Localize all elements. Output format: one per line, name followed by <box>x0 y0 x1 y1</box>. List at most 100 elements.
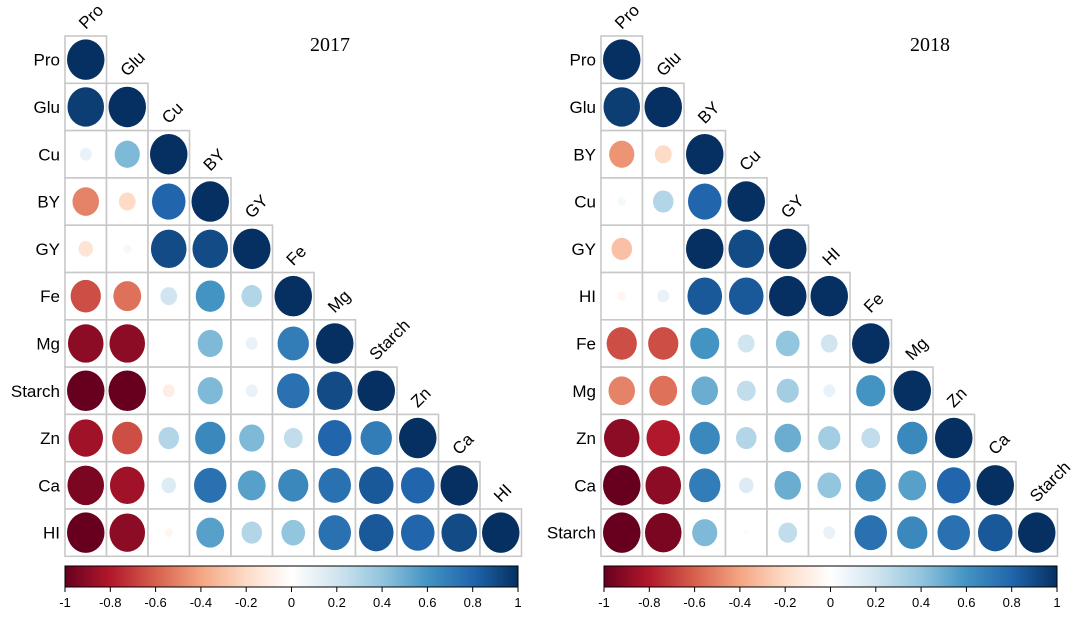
correlation-circle <box>649 375 678 406</box>
colorbar-tick-label: -0.4 <box>729 595 751 610</box>
correlation-circle <box>112 421 143 455</box>
colorbar <box>64 565 519 588</box>
column-label: Starch <box>366 316 414 364</box>
correlation-circle <box>72 187 100 216</box>
correlation-circle <box>686 134 724 175</box>
correlation-circle <box>109 513 146 552</box>
matrix-cell <box>105 177 149 226</box>
correlation-panel-2018: 2018 Pro Glu BY Cu GY HI Fe Mg Zn Ca Starch Pro Glu B… <box>547 1 1074 610</box>
correlation-circle <box>611 237 633 260</box>
correlation-circle <box>977 513 1013 552</box>
correlation-circle <box>691 376 719 406</box>
correlation-circle <box>743 529 749 536</box>
correlation-circle <box>237 470 266 501</box>
correlation-circle <box>774 471 802 500</box>
correlation-circle <box>283 427 303 449</box>
correlation-circle <box>316 323 354 364</box>
colorbar-tick-label: -1 <box>598 595 610 610</box>
correlation-circle <box>654 145 672 164</box>
column-label: HI <box>490 480 515 505</box>
correlation-circle <box>441 513 478 552</box>
correlation-circle <box>735 426 757 450</box>
correlation-circle <box>737 334 755 353</box>
column-label: Glu <box>117 48 149 80</box>
correlation-circle <box>689 421 720 455</box>
correlation-circle <box>162 384 175 398</box>
correlation-circle <box>164 528 173 538</box>
column-label: Mg <box>902 334 932 364</box>
correlation-circle <box>274 275 312 317</box>
colorbar <box>603 565 1058 588</box>
colorbar-tick-label: 0.6 <box>957 595 975 610</box>
row-label: Starch <box>11 382 60 401</box>
correlation-circle <box>67 87 105 127</box>
correlation-circle <box>861 427 881 449</box>
correlation-circle <box>357 370 395 411</box>
correlation-circle <box>817 472 842 499</box>
colorbar-tick-label: -0.8 <box>638 595 660 610</box>
row-label: Cu <box>38 145 60 164</box>
correlation-circle <box>606 327 637 360</box>
row-label: GY <box>571 240 596 259</box>
correlation-circle <box>109 466 145 505</box>
row-label: Fe <box>576 334 596 353</box>
correlation-circle <box>318 467 351 503</box>
correlation-circle <box>113 281 142 312</box>
colorbar-tick-label: 0 <box>827 595 834 610</box>
correlation-circle <box>197 329 223 358</box>
colorbar-tick-label: -0.2 <box>774 595 796 610</box>
colorbar-tick-label: -0.2 <box>235 595 257 610</box>
correlation-circle <box>937 515 970 551</box>
correlation-circle <box>358 513 394 552</box>
correlation-circle <box>239 424 265 452</box>
correlation-circle <box>823 526 836 540</box>
row-label: Pro <box>570 51 596 70</box>
correlation-circle <box>898 470 927 501</box>
column-label: GY <box>241 191 272 222</box>
correlation-circle <box>657 289 670 303</box>
correlation-circle <box>617 197 626 207</box>
correlation-circle <box>150 229 187 269</box>
correlation-circle <box>976 465 1014 506</box>
correlation-circle <box>70 279 101 313</box>
correlation-circle <box>687 277 723 315</box>
correlation-circle <box>823 384 836 398</box>
row-label: Ca <box>574 476 596 495</box>
colorbar-tick-label: -0.4 <box>190 595 212 610</box>
correlation-circle <box>114 140 140 168</box>
row-label: BY <box>573 145 596 164</box>
row-label: Mg <box>572 382 596 401</box>
correlation-circle <box>241 285 263 308</box>
correlation-circle <box>67 512 105 553</box>
colorbar-tick-label: -0.6 <box>144 595 166 610</box>
row-label: GY <box>35 240 60 259</box>
column-label: GY <box>777 191 808 222</box>
column-label: Zn <box>407 384 434 411</box>
correlation-circle <box>318 515 351 551</box>
matrix-cell <box>147 318 191 368</box>
colorbar-tick-label: 0.4 <box>912 595 930 610</box>
correlation-circle <box>617 291 626 301</box>
correlation-circle <box>687 183 722 220</box>
column-label: Pro <box>611 1 643 33</box>
correlation-circle <box>195 421 226 455</box>
row-label: HI <box>579 287 596 306</box>
correlation-circle <box>151 183 186 220</box>
row-label: Glu <box>34 98 60 117</box>
correlation-circle <box>277 326 309 361</box>
correlation-circle <box>245 384 258 398</box>
colorbar-tick-label: 0.4 <box>373 595 391 610</box>
correlation-circle <box>897 516 928 549</box>
correlation-circle <box>686 228 724 270</box>
correlation-circle <box>603 465 641 506</box>
column-label: Zn <box>943 384 970 411</box>
correlation-circle <box>608 376 636 406</box>
correlation-circle <box>820 334 838 353</box>
correlation-circle <box>150 134 188 175</box>
correlation-circle <box>196 517 225 548</box>
correlation-circle <box>728 229 765 269</box>
row-label: Starch <box>547 524 596 543</box>
correlation-circle <box>603 512 641 553</box>
row-label: Mg <box>36 334 60 353</box>
